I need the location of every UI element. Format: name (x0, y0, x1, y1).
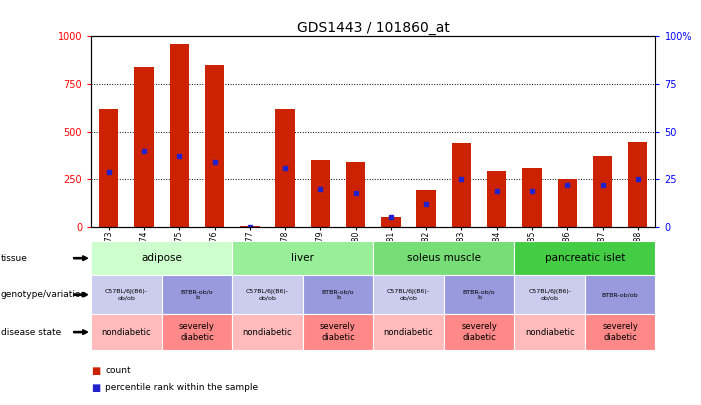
Bar (232, 241, 374, 275)
Text: liver: liver (292, 253, 314, 263)
Text: BTBR-ob/o
b: BTBR-ob/o b (181, 289, 213, 300)
Text: C57BL/6J(B6)-
ob/ob: C57BL/6J(B6)- ob/ob (387, 289, 430, 300)
Bar (444, 314, 515, 350)
Bar (303, 275, 374, 314)
Text: BTBR-ob/o
b: BTBR-ob/o b (463, 289, 496, 300)
Text: nondiabetic: nondiabetic (102, 328, 151, 337)
Bar (557, 179, 577, 227)
Text: C57BL/6J(B6)-
ob/ob: C57BL/6J(B6)- ob/ob (246, 289, 289, 300)
Bar (585, 275, 655, 314)
Text: nondiabetic: nondiabetic (243, 328, 292, 337)
Text: C57BL/6J(B6)-
ob/ob: C57BL/6J(B6)- ob/ob (105, 289, 148, 300)
Bar (205, 65, 224, 227)
Bar (374, 314, 444, 350)
Text: BTBR-ob/o
b: BTBR-ob/o b (322, 289, 354, 300)
Bar (416, 190, 436, 227)
Bar (275, 109, 295, 227)
Text: severely
diabetic: severely diabetic (461, 322, 497, 342)
Text: severely
diabetic: severely diabetic (179, 322, 215, 342)
Text: nondiabetic: nondiabetic (383, 328, 433, 337)
Bar (374, 275, 444, 314)
Bar (232, 314, 303, 350)
Text: severely
diabetic: severely diabetic (602, 322, 638, 342)
Bar (91, 275, 162, 314)
Bar (522, 168, 542, 227)
Text: severely
diabetic: severely diabetic (320, 322, 356, 342)
Text: percentile rank within the sample: percentile rank within the sample (105, 384, 258, 392)
Text: C57BL/6J(B6)-
ob/ob: C57BL/6J(B6)- ob/ob (528, 289, 571, 300)
Text: nondiabetic: nondiabetic (525, 328, 574, 337)
Bar (593, 156, 612, 227)
Text: disease state: disease state (1, 328, 61, 337)
Bar (162, 275, 232, 314)
Title: GDS1443 / 101860_at: GDS1443 / 101860_at (297, 21, 450, 35)
Bar (515, 275, 585, 314)
Bar (232, 275, 303, 314)
Bar (99, 109, 118, 227)
Bar (91, 241, 232, 275)
Text: BTBR-ob/ob: BTBR-ob/ob (602, 292, 639, 297)
Bar (170, 44, 189, 227)
Bar (135, 67, 154, 227)
Bar (585, 314, 655, 350)
Bar (515, 314, 585, 350)
Bar (451, 143, 471, 227)
Bar (381, 217, 400, 227)
Bar (487, 171, 506, 227)
Text: soleus muscle: soleus muscle (407, 253, 481, 263)
Text: pancreatic islet: pancreatic islet (545, 253, 625, 263)
Bar (311, 160, 330, 227)
Bar (91, 314, 162, 350)
Bar (303, 314, 374, 350)
Text: count: count (105, 366, 131, 375)
Bar (515, 241, 655, 275)
Bar (162, 314, 232, 350)
Text: adipose: adipose (141, 253, 182, 263)
Bar (374, 241, 515, 275)
Bar (346, 162, 365, 227)
Text: tissue: tissue (1, 254, 27, 263)
Text: ■: ■ (91, 366, 100, 375)
Text: genotype/variation: genotype/variation (1, 290, 87, 299)
Bar (628, 142, 648, 227)
Bar (444, 275, 515, 314)
Text: ■: ■ (91, 383, 100, 393)
